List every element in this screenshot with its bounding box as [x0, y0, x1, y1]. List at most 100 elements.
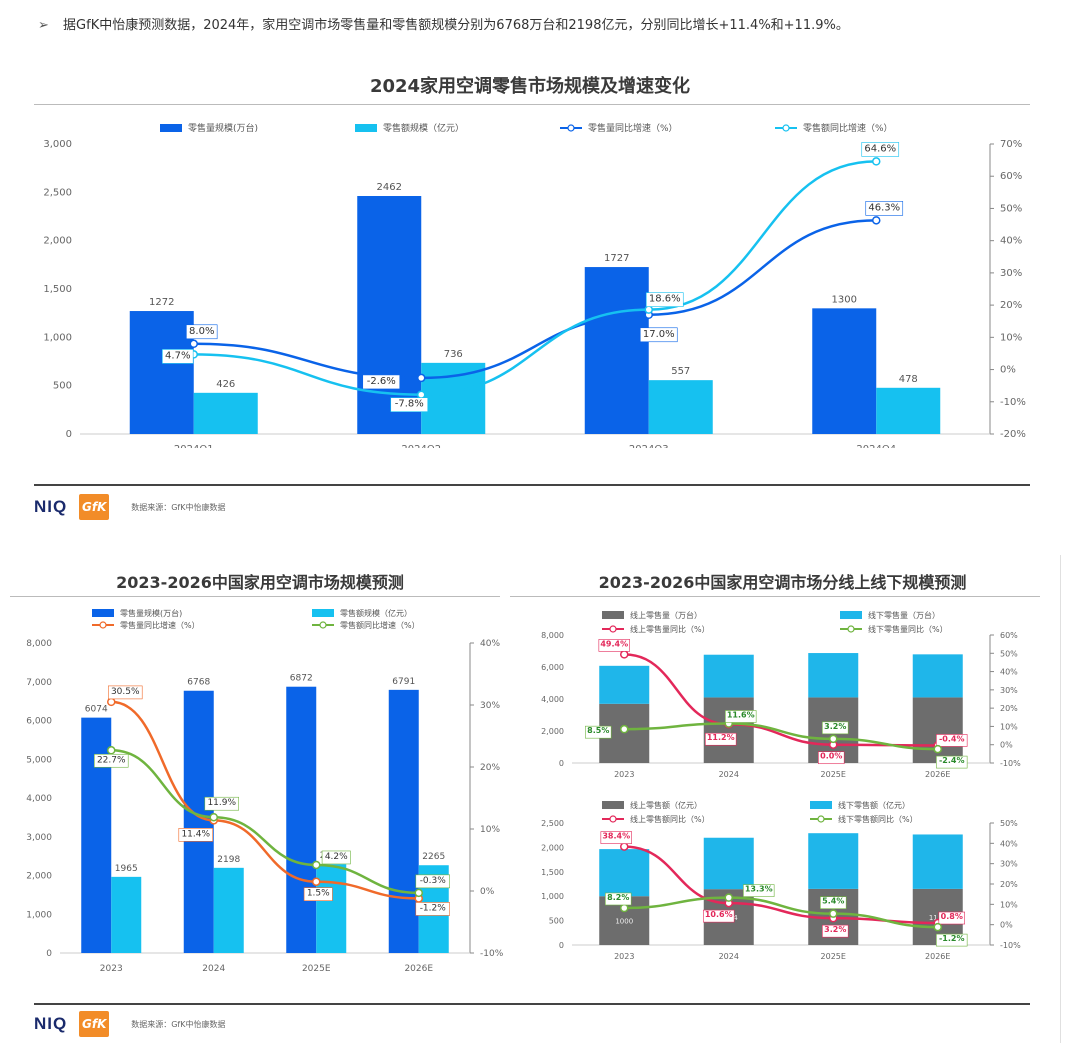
- growth-label-box: [186, 324, 218, 340]
- x-tick-label: 2025E: [821, 952, 846, 961]
- growth-data-label: 11.2%: [707, 733, 735, 742]
- value-bar: [213, 867, 244, 953]
- growth-point: [312, 877, 321, 886]
- growth-data-label: 10.6%: [705, 910, 733, 919]
- y2-tick-label: 20%: [1000, 880, 1018, 889]
- quarterly-chart-title: 2024家用空调零售市场规模及增速变化: [369, 76, 691, 97]
- y2-tick-label: 10%: [1000, 900, 1018, 909]
- legend-bar-swatch: [160, 124, 182, 132]
- bar-data-label: 6872: [290, 674, 313, 684]
- y-tick-label: 4,000: [26, 794, 52, 804]
- growth-point: [417, 373, 426, 383]
- growth-data-label: 18.6%: [649, 294, 681, 305]
- y-tick-label: 3,000: [43, 139, 72, 150]
- stack-data-label: 1150: [929, 914, 947, 922]
- growth-point: [644, 305, 653, 314]
- y-tick-label: 500: [549, 917, 564, 926]
- niq-logo: NIQ: [34, 497, 68, 516]
- x-tick-label: 2025E: [302, 964, 331, 974]
- y2-tick-label: -20%: [1000, 429, 1026, 440]
- legend-bar-swatch: [810, 801, 832, 809]
- growth-label-box: [303, 887, 333, 902]
- legend-marker: [817, 815, 825, 823]
- growth-point: [724, 893, 733, 902]
- top-note: ➢ 据GfK中怡康预测数据，2024年，家用空调市场零售量和零售额规模分别为67…: [38, 14, 849, 33]
- note-text: 据GfK中怡康预测数据，2024年，家用空调市场零售量和零售额规模分别为6768…: [63, 18, 849, 33]
- niq-logo: NIQ: [34, 1014, 68, 1033]
- forecast-panel: 2023-2026中国家用空调市场规模预测 2023-2026中国家用空调市场分…: [0, 555, 1061, 1043]
- growth-data-label: 8.0%: [189, 326, 214, 337]
- y2-tick-label: 30%: [1000, 860, 1018, 869]
- y-tick-label: 2,000: [541, 843, 564, 852]
- x-tick-label: 2023: [614, 770, 634, 779]
- y-tick-label: 7,000: [26, 678, 52, 688]
- x-tick-label: 2024: [719, 952, 739, 961]
- offline-bar: [703, 837, 754, 890]
- growth-label-box: [362, 374, 401, 390]
- value-bar: [876, 387, 941, 434]
- growth-label-box: [822, 721, 849, 735]
- annual-title-divider: [10, 596, 500, 597]
- volume-bar: [388, 689, 419, 953]
- y-tick-label: 4,000: [541, 695, 564, 704]
- growth-data-label: -0.3%: [420, 876, 447, 886]
- growth-data-label: -1.2%: [420, 903, 447, 913]
- legend-label: 零售额同比增速（%）: [803, 122, 893, 134]
- growth-data-label: 8.2%: [607, 893, 629, 902]
- growth-label-box: [600, 831, 632, 844]
- legend-marker: [609, 625, 617, 633]
- growth-point: [107, 697, 116, 707]
- source-note: 数据来源：GfK中怡康数据: [131, 502, 226, 512]
- bar-data-label: 2265: [422, 852, 445, 862]
- growth-label-box: [605, 892, 632, 906]
- y2-tick-label: 0%: [1000, 921, 1013, 930]
- y2-tick-label: 30%: [1000, 686, 1018, 695]
- y2-tick-label: 10%: [480, 825, 500, 835]
- y-tick-label: 8,000: [26, 639, 52, 649]
- y2-tick-label: 50%: [1000, 819, 1018, 828]
- online-bar: [703, 697, 754, 763]
- y2-tick-label: 60%: [1000, 631, 1018, 640]
- growth-label-box: [822, 924, 849, 938]
- growth-label-box: [936, 734, 968, 747]
- volume-bar: [81, 717, 112, 953]
- legend-bar-swatch: [840, 611, 862, 619]
- growth-data-label: 0.0%: [820, 752, 842, 761]
- growth-data-label: -7.8%: [395, 399, 424, 410]
- growth-label-box: [108, 685, 143, 700]
- growth-label-box: [415, 874, 450, 889]
- growth-point: [417, 390, 426, 399]
- legend-label: 线上零售额（亿元）: [630, 800, 702, 810]
- growth-data-label: 11.6%: [727, 711, 755, 720]
- legend-marker: [99, 621, 107, 629]
- growth-label-box: [936, 933, 968, 947]
- y2-tick-label: 40%: [1000, 236, 1022, 247]
- legend-label: 零售量规模(万台): [188, 122, 258, 134]
- legend-label: 零售量规模(万台): [120, 608, 182, 618]
- y2-tick-label: 10%: [1000, 722, 1018, 731]
- y-tick-label: 6,000: [541, 663, 564, 672]
- y-tick-label: 1,500: [541, 868, 564, 877]
- value-bar: [648, 380, 713, 434]
- x-tick-label: 2023: [614, 952, 634, 961]
- y2-tick-label: 50%: [1000, 203, 1022, 214]
- annual-chart-title: 2023-2026中国家用空调市场规模预测: [116, 573, 404, 592]
- y2-tick-label: 20%: [1000, 300, 1022, 311]
- legend-bar-swatch: [312, 609, 334, 617]
- y-tick-label: 1,500: [43, 284, 72, 295]
- volume-bar: [812, 308, 877, 434]
- quarterly-chart: 0 500 1,000 1,500 2,000 2,500 3,000 -20% -10% 0% 1…: [43, 122, 1026, 448]
- gfk-logo: GfK: [79, 1011, 110, 1037]
- offline-bar: [599, 665, 650, 704]
- growth-label-box: [162, 349, 194, 364]
- growth-line-volume: [624, 845, 938, 925]
- growth-data-label: 64.6%: [864, 143, 896, 154]
- growth-label-box: [725, 710, 757, 723]
- x-tick-label: 2024Q4: [856, 444, 896, 448]
- x-tick-label: 2025E: [821, 770, 846, 779]
- y2-tick-label: 60%: [1000, 171, 1022, 182]
- y2-tick-label: 70%: [1000, 139, 1022, 150]
- offline-bar: [808, 833, 859, 889]
- y2-tick-label: 30%: [1000, 268, 1022, 279]
- bar-data-label: 478: [899, 374, 918, 385]
